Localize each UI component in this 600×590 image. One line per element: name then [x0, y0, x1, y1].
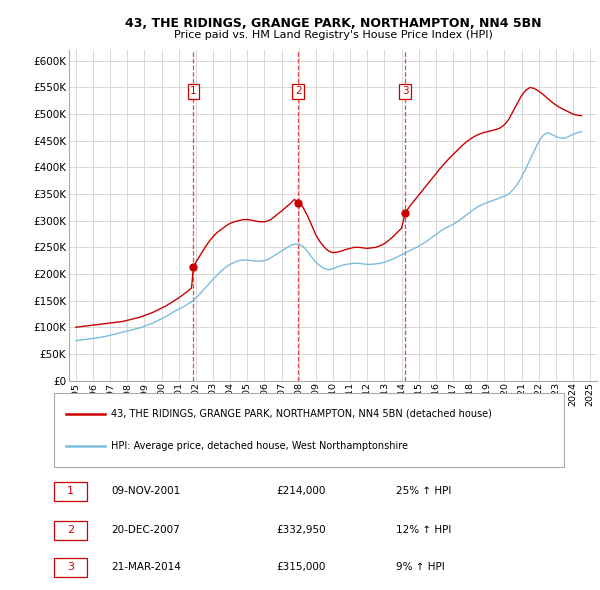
Text: 20-DEC-2007: 20-DEC-2007	[111, 525, 180, 535]
Bar	[54, 558, 87, 577]
Text: £332,950: £332,950	[276, 525, 326, 535]
Text: Price paid vs. HM Land Registry's House Price Index (HPI): Price paid vs. HM Land Registry's House …	[173, 30, 493, 40]
Text: 12% ↑ HPI: 12% ↑ HPI	[396, 525, 451, 535]
Text: 2: 2	[67, 525, 74, 535]
Text: 2: 2	[295, 87, 302, 96]
Text: £214,000: £214,000	[276, 486, 325, 496]
Text: 9% ↑ HPI: 9% ↑ HPI	[396, 562, 445, 572]
Text: 09-NOV-2001: 09-NOV-2001	[111, 486, 180, 496]
Text: 1: 1	[67, 486, 74, 496]
Text: 43, THE RIDINGS, GRANGE PARK, NORTHAMPTON, NN4 5BN: 43, THE RIDINGS, GRANGE PARK, NORTHAMPTO…	[125, 17, 541, 30]
Bar	[54, 521, 87, 540]
Text: 25% ↑ HPI: 25% ↑ HPI	[396, 486, 451, 496]
Bar	[54, 482, 87, 502]
Text: 3: 3	[402, 87, 409, 96]
Text: £315,000: £315,000	[276, 562, 325, 572]
Text: 1: 1	[190, 87, 197, 96]
Text: 43, THE RIDINGS, GRANGE PARK, NORTHAMPTON, NN4 5BN (detached house): 43, THE RIDINGS, GRANGE PARK, NORTHAMPTO…	[111, 409, 492, 419]
Text: 3: 3	[67, 562, 74, 572]
Text: 21-MAR-2014: 21-MAR-2014	[111, 562, 181, 572]
Text: HPI: Average price, detached house, West Northamptonshire: HPI: Average price, detached house, West…	[111, 441, 408, 451]
